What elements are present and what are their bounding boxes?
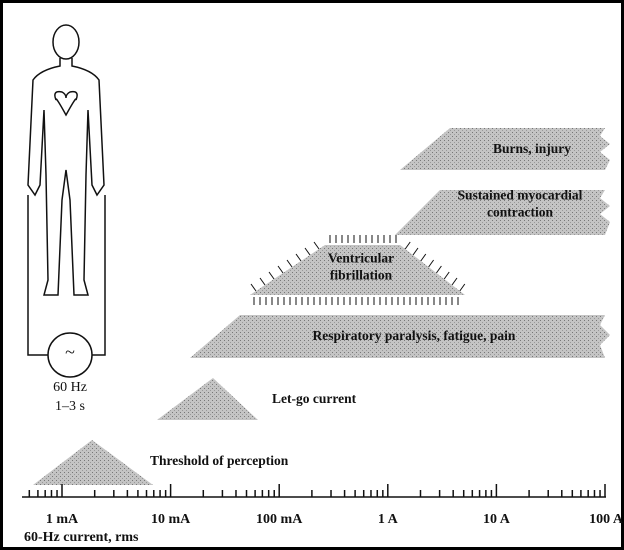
tick-label: 1 mA [46,512,79,527]
region-label: Threshold of perception [150,453,289,468]
region-label: Respiratory paralysis, fatigue, pain [313,328,516,343]
human-figure [28,25,105,377]
tick-label: 10 A [483,512,511,527]
region-label: fibrillation [330,268,393,283]
frequency: 60 Hz [53,380,87,395]
hatch [421,254,426,261]
hatch [460,284,465,291]
region-label: Burns, injury [493,141,571,156]
region-label: Sustained myocardial [458,188,583,203]
region-label: contraction [487,205,553,220]
hatch [444,272,449,279]
axis [22,484,606,497]
source-symbol: ~ [65,342,75,362]
letgo-region [157,378,258,420]
region-label: Ventricular [328,251,394,266]
hatch [413,248,418,255]
axis-title: 60-Hz current, rms [24,530,139,545]
tick-label: 100 A [589,512,624,527]
page: {"figure": {"source_symbol": "~", "frequ… [0,0,624,550]
perception-region [33,440,153,485]
duration: 1–3 s [55,399,85,414]
hatch [314,242,319,249]
region-label: Let-go current [272,391,357,406]
hatch [305,248,310,255]
hatch [269,272,274,279]
hatch [405,242,410,249]
hatch [260,278,265,285]
tick-label: 1 A [378,512,399,527]
hatch [429,260,434,267]
regions [33,128,610,485]
hatch [436,266,441,273]
hatch [251,284,256,291]
hatch [296,254,301,261]
tick-label: 100 mA [256,512,303,527]
hatch [287,260,292,267]
tick-label: 10 mA [151,512,191,527]
hatch [452,278,457,285]
diagram: ~60 Hz 1–3 s Burns, injury Sustained myocar… [0,0,624,550]
hatch [278,266,283,273]
